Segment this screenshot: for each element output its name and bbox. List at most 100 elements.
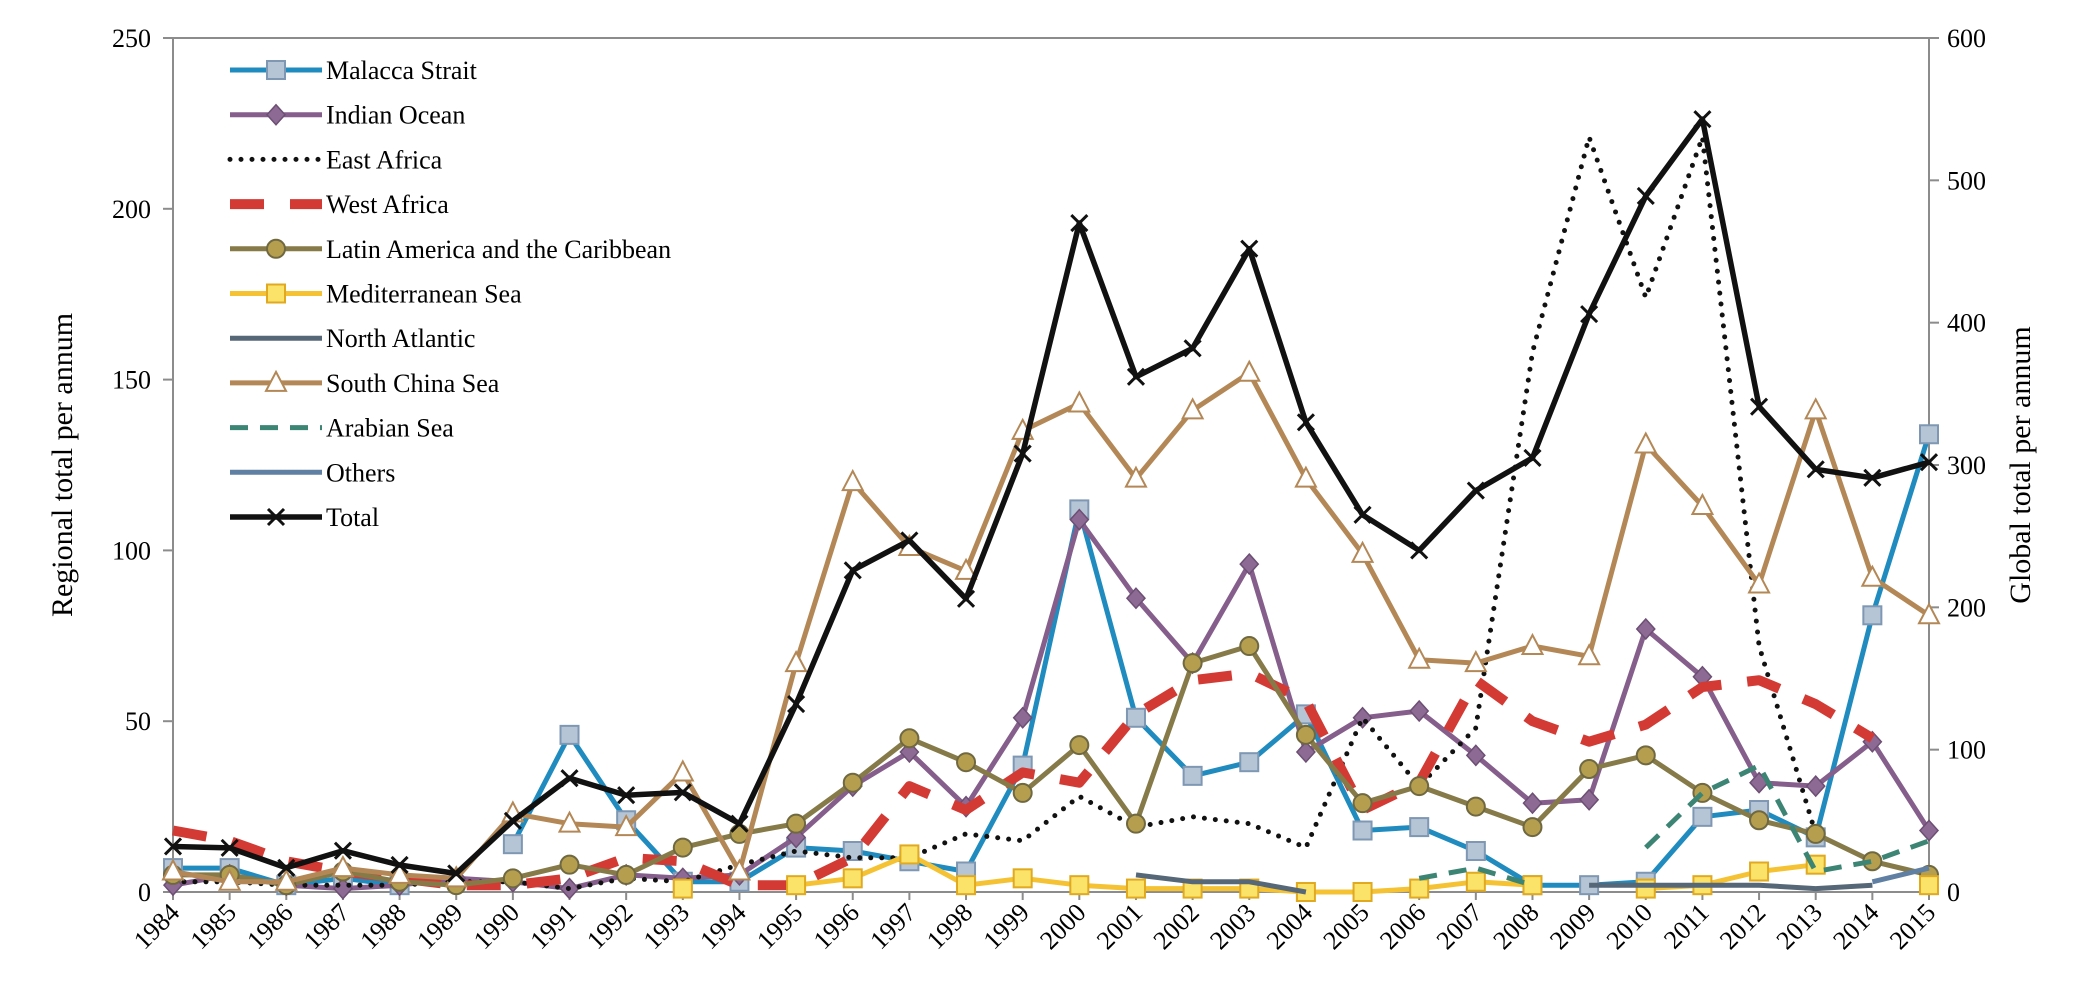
x-tick-label: 1997 (864, 898, 921, 955)
series-arabian-sea (1418, 763, 1930, 888)
left-y-tick-label: 0 (138, 878, 151, 907)
series-line-latin-america-and-the-caribbean (173, 643, 1930, 888)
data-point-total (1126, 367, 1146, 386)
data-point-mediterranean-sea (1635, 878, 1656, 899)
data-point-south-china-sea (614, 813, 638, 837)
legend-label: North Atlantic (326, 324, 475, 353)
data-point-mediterranean-sea (1919, 875, 1939, 896)
data-point-total (787, 695, 806, 714)
series-line-malacca-strait (173, 433, 1932, 888)
data-point-south-china-sea (557, 810, 582, 833)
data-point-mediterranean-sea (786, 875, 807, 896)
data-point-south-china-sea (387, 861, 412, 884)
data-point-malacca-strait (1409, 817, 1430, 838)
legend-marker (266, 283, 286, 304)
data-point-mediterranean-sea (1125, 878, 1146, 899)
data-point-total (956, 589, 976, 608)
data-point-south-china-sea (1180, 397, 1205, 420)
legend-entry-latin-america-and-the-caribbean: Latin America and the Caribbean (230, 235, 671, 264)
series-north-atlantic (1135, 872, 1873, 895)
data-point-total (1806, 460, 1825, 479)
data-point-indian-ocean (1125, 587, 1146, 610)
data-point-latin-america-and-the-caribbean (1579, 759, 1600, 780)
data-point-south-china-sea (784, 649, 808, 673)
data-point-south-china-sea (1464, 649, 1488, 673)
data-point-south-china-sea (841, 468, 865, 492)
data-point-latin-america-and-the-caribbean (786, 813, 807, 834)
data-point-total (220, 838, 239, 857)
x-tick-label: 1992 (581, 898, 638, 955)
legend-entry-east-africa: East Africa (227, 145, 443, 174)
x-tick-label: 2012 (1714, 898, 1771, 955)
right-y-tick-label: 300 (1947, 451, 1986, 480)
data-point-south-china-sea (1237, 359, 1261, 382)
legend-marker (266, 60, 286, 80)
data-point-south-china-sea (217, 868, 242, 891)
data-point-south-china-sea (727, 858, 752, 881)
legend-label: Indian Ocean (326, 101, 465, 130)
data-point-south-china-sea (1747, 571, 1771, 594)
data-point-malacca-strait (1239, 752, 1260, 773)
right-y-tick-label: 100 (1947, 736, 1986, 765)
x-tick-label: 2002 (1148, 898, 1205, 955)
x-tick-label: 2015 (1884, 898, 1941, 955)
data-point-total (1863, 468, 1882, 487)
data-point-latin-america-and-the-caribbean (1069, 735, 1090, 756)
legend-label: Arabian Sea (326, 414, 454, 443)
data-point-south-china-sea (1294, 465, 1318, 488)
legend-label: Others (326, 458, 395, 487)
legend-label: West Africa (326, 190, 449, 219)
data-point-south-china-sea (1634, 431, 1658, 454)
series-line-others (1871, 865, 1930, 885)
x-tick-label: 1991 (524, 898, 581, 955)
x-tick-label: 1998 (921, 898, 978, 955)
data-point-mediterranean-sea (672, 878, 693, 899)
series-latin-america-and-the-caribbean (163, 636, 1939, 896)
data-point-south-china-sea (1860, 564, 1885, 587)
data-point-total (163, 837, 183, 856)
data-point-total (390, 855, 409, 875)
data-point-south-china-sea (1804, 397, 1828, 420)
data-point-latin-america-and-the-caribbean (559, 854, 580, 875)
data-point-indian-ocean (1069, 508, 1090, 531)
legend-entry-arabian-sea: Arabian Sea (230, 414, 454, 443)
series-layer (161, 110, 1941, 902)
data-point-south-china-sea (954, 557, 978, 580)
series-line-west-africa (172, 668, 1875, 891)
data-point-malacca-strait (1919, 424, 1939, 445)
data-point-mediterranean-sea (1522, 875, 1543, 896)
left-y-tick-label: 200 (112, 195, 151, 224)
data-point-indian-ocean (1295, 740, 1316, 764)
data-point-mediterranean-sea (1465, 871, 1486, 892)
legend-marker (266, 507, 286, 527)
data-point-malacca-strait (1125, 707, 1146, 728)
x-tick-label: 2014 (1827, 898, 1884, 955)
data-point-latin-america-and-the-caribbean (1805, 823, 1826, 844)
data-point-south-china-sea (331, 854, 355, 878)
data-point-south-china-sea (1520, 632, 1545, 656)
data-point-total (333, 841, 352, 860)
data-point-latin-america-and-the-caribbean (842, 772, 863, 793)
legend-entry-indian-ocean: Indian Ocean (230, 101, 465, 130)
right-y-tick-label: 200 (1947, 593, 1986, 622)
legend-label: South China Sea (326, 369, 500, 398)
right-y-tick-label: 500 (1947, 166, 1986, 195)
data-point-total (1183, 339, 1202, 358)
data-point-mediterranean-sea (1409, 878, 1430, 899)
data-point-malacca-strait (1862, 605, 1883, 626)
legend: Malacca Strait Indian Ocean East Africa Wes… (227, 56, 671, 532)
x-tick-label: 2000 (1034, 898, 1091, 955)
data-point-south-china-sea (1577, 643, 1601, 666)
data-point-malacca-strait (842, 841, 863, 862)
x-tick-label: 2008 (1487, 898, 1544, 955)
data-point-total (277, 858, 296, 877)
data-point-total (1070, 213, 1089, 233)
legend-entry-north-atlantic: North Atlantic (230, 324, 475, 353)
x-tick-label: 1994 (694, 898, 751, 955)
data-point-malacca-strait (559, 724, 580, 745)
data-point-total (1410, 541, 1429, 560)
data-point-malacca-strait (1465, 841, 1486, 862)
data-point-latin-america-and-the-caribbean (1409, 776, 1430, 797)
